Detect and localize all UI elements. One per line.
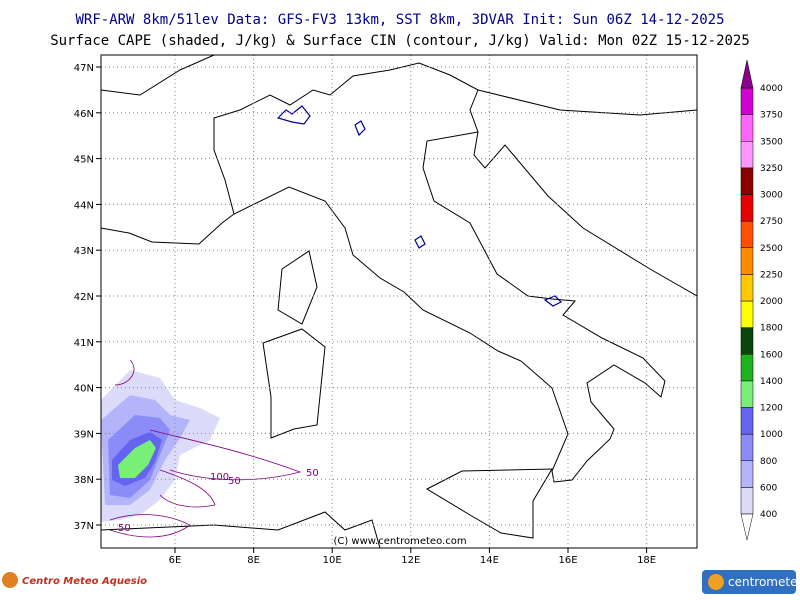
colorbar-box — [740, 247, 754, 275]
colorbar-label: 1200 — [760, 404, 783, 414]
colorbar-box — [740, 220, 754, 248]
colorbar-label: 2750 — [760, 217, 783, 227]
lon-label: 8E — [247, 555, 260, 566]
colorbar-label: 2000 — [760, 297, 783, 307]
lat-label: 43N — [74, 246, 94, 257]
lon-label: 18E — [637, 555, 656, 566]
cape-shade — [118, 440, 156, 478]
contour-label: 50 — [228, 476, 241, 487]
colorbar-box — [740, 114, 754, 142]
right-logo-box — [702, 570, 796, 594]
colorbar-box — [740, 407, 754, 435]
logo-icon — [2, 572, 18, 588]
colorbar-label: 3750 — [760, 111, 783, 121]
colorbar-box — [740, 460, 754, 488]
contour-label: 50 — [306, 468, 319, 479]
colorbar-label: 400 — [760, 510, 777, 520]
colorbar-box — [740, 194, 754, 222]
corsica — [277, 250, 318, 325]
colorbar-box — [740, 274, 754, 302]
lat-label: 44N — [74, 200, 94, 211]
header-line1: WRF-ARW 8km/51lev Data: GFS-FV3 13km, SS… — [75, 12, 724, 28]
border — [477, 89, 697, 116]
lat-label: 41N — [74, 338, 94, 349]
coastline — [101, 131, 697, 483]
sardinia — [262, 328, 326, 439]
colorbar-box — [740, 354, 754, 382]
colorbar-box — [740, 300, 754, 328]
colorbar-box — [740, 487, 754, 515]
right-logo: centrometeo — [728, 575, 800, 589]
lat-label: 40N — [74, 384, 94, 395]
lat-label: 39N — [74, 429, 94, 440]
colorbar-arrow-top — [740, 59, 754, 89]
lat-label: 45N — [74, 155, 94, 166]
colorbar-label: 1600 — [760, 350, 783, 360]
contour-label: 50 — [118, 523, 131, 534]
colorbar-box — [740, 380, 754, 408]
map-frame — [100, 54, 698, 549]
colorbar-label: 1000 — [760, 430, 783, 440]
lon-label: 12E — [401, 555, 420, 566]
lat-label: 47N — [74, 63, 94, 74]
colorbar-label: 2500 — [760, 244, 783, 254]
header-line2: Surface CAPE (shaded, J/kg) & Surface CI… — [50, 33, 750, 49]
lat-label: 37N — [74, 521, 94, 532]
lat-label: 42N — [74, 292, 94, 303]
colorbar-label: 800 — [760, 457, 777, 467]
left-logo: Centro Meteo Aquesio — [22, 576, 147, 587]
colorbar-label: 4000 — [760, 84, 783, 94]
lat-label: 38N — [74, 475, 94, 486]
contour-label: 100 — [210, 472, 229, 483]
colorbar-box — [740, 87, 754, 115]
colorbar-label: 3000 — [760, 191, 783, 201]
lon-label: 6E — [169, 555, 182, 566]
colorbar-label: 3250 — [760, 164, 783, 174]
colorbar-label: 1800 — [760, 324, 783, 334]
watermark: (C) www.centrometeo.com — [333, 536, 466, 547]
colorbar-label: 3500 — [760, 137, 783, 147]
colorbar-label: 1400 — [760, 377, 783, 387]
colorbar-label: 2250 — [760, 270, 783, 280]
logo-icon — [708, 574, 724, 590]
colorbar-arrow-bottom — [740, 513, 754, 541]
lon-label: 14E — [480, 555, 499, 566]
sicily — [425, 468, 553, 539]
border — [213, 62, 479, 215]
cin-spots — [276, 105, 563, 307]
colorbar-box — [740, 167, 754, 195]
lat-label: 46N — [74, 109, 94, 120]
border — [101, 55, 215, 96]
map-area — [101, 55, 697, 548]
lon-label: 10E — [323, 555, 342, 566]
colorbar-label: 600 — [760, 483, 777, 493]
lon-label: 16E — [558, 555, 577, 566]
colorbar-box — [740, 433, 754, 461]
colorbar-box — [740, 327, 754, 355]
colorbar-box — [740, 141, 754, 169]
